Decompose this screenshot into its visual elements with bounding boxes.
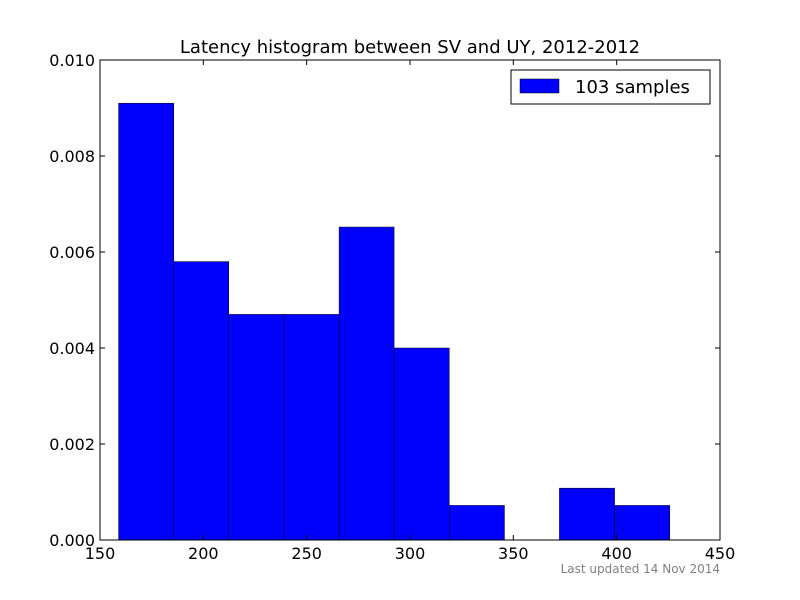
legend-label: 103 samples [575,77,690,98]
y-tick-label: 0.000 [49,531,95,550]
histogram-bar [173,261,230,541]
x-tick-label: 250 [291,544,322,563]
x-tick-label: 350 [498,544,529,563]
y-tick-label: 0.006 [49,243,95,262]
x-tick-label: 300 [395,544,426,563]
histogram-bar [614,505,671,541]
legend: 103 samples [510,69,711,105]
bars-group [118,102,671,541]
x-axis: 150 200 250 300 350 400 450 [85,60,736,563]
y-axis: 0.000 0.002 0.004 0.006 0.008 0.010 [49,51,720,550]
histogram-bar [449,505,505,541]
y-tick-label: 0.002 [49,435,95,454]
x-tick-label: 450 [705,544,736,563]
histogram-bar [338,226,395,541]
legend-swatch [519,78,560,94]
histogram-bar [393,347,450,541]
y-tick-label: 0.008 [49,147,95,166]
x-tick-label: 200 [188,544,219,563]
x-tick-label: 400 [601,544,632,563]
histogram-bar [283,314,340,541]
y-tick-label: 0.004 [49,339,95,358]
histogram-bar [228,314,285,541]
y-tick-label: 0.010 [49,51,95,70]
chart-title: Latency histogram between SV and UY, 201… [180,37,640,58]
last-updated-note: Last updated 14 Nov 2014 [560,562,720,576]
x-tick-label: 150 [85,544,116,563]
histogram-bar [559,487,615,541]
histogram-bar [118,102,175,541]
